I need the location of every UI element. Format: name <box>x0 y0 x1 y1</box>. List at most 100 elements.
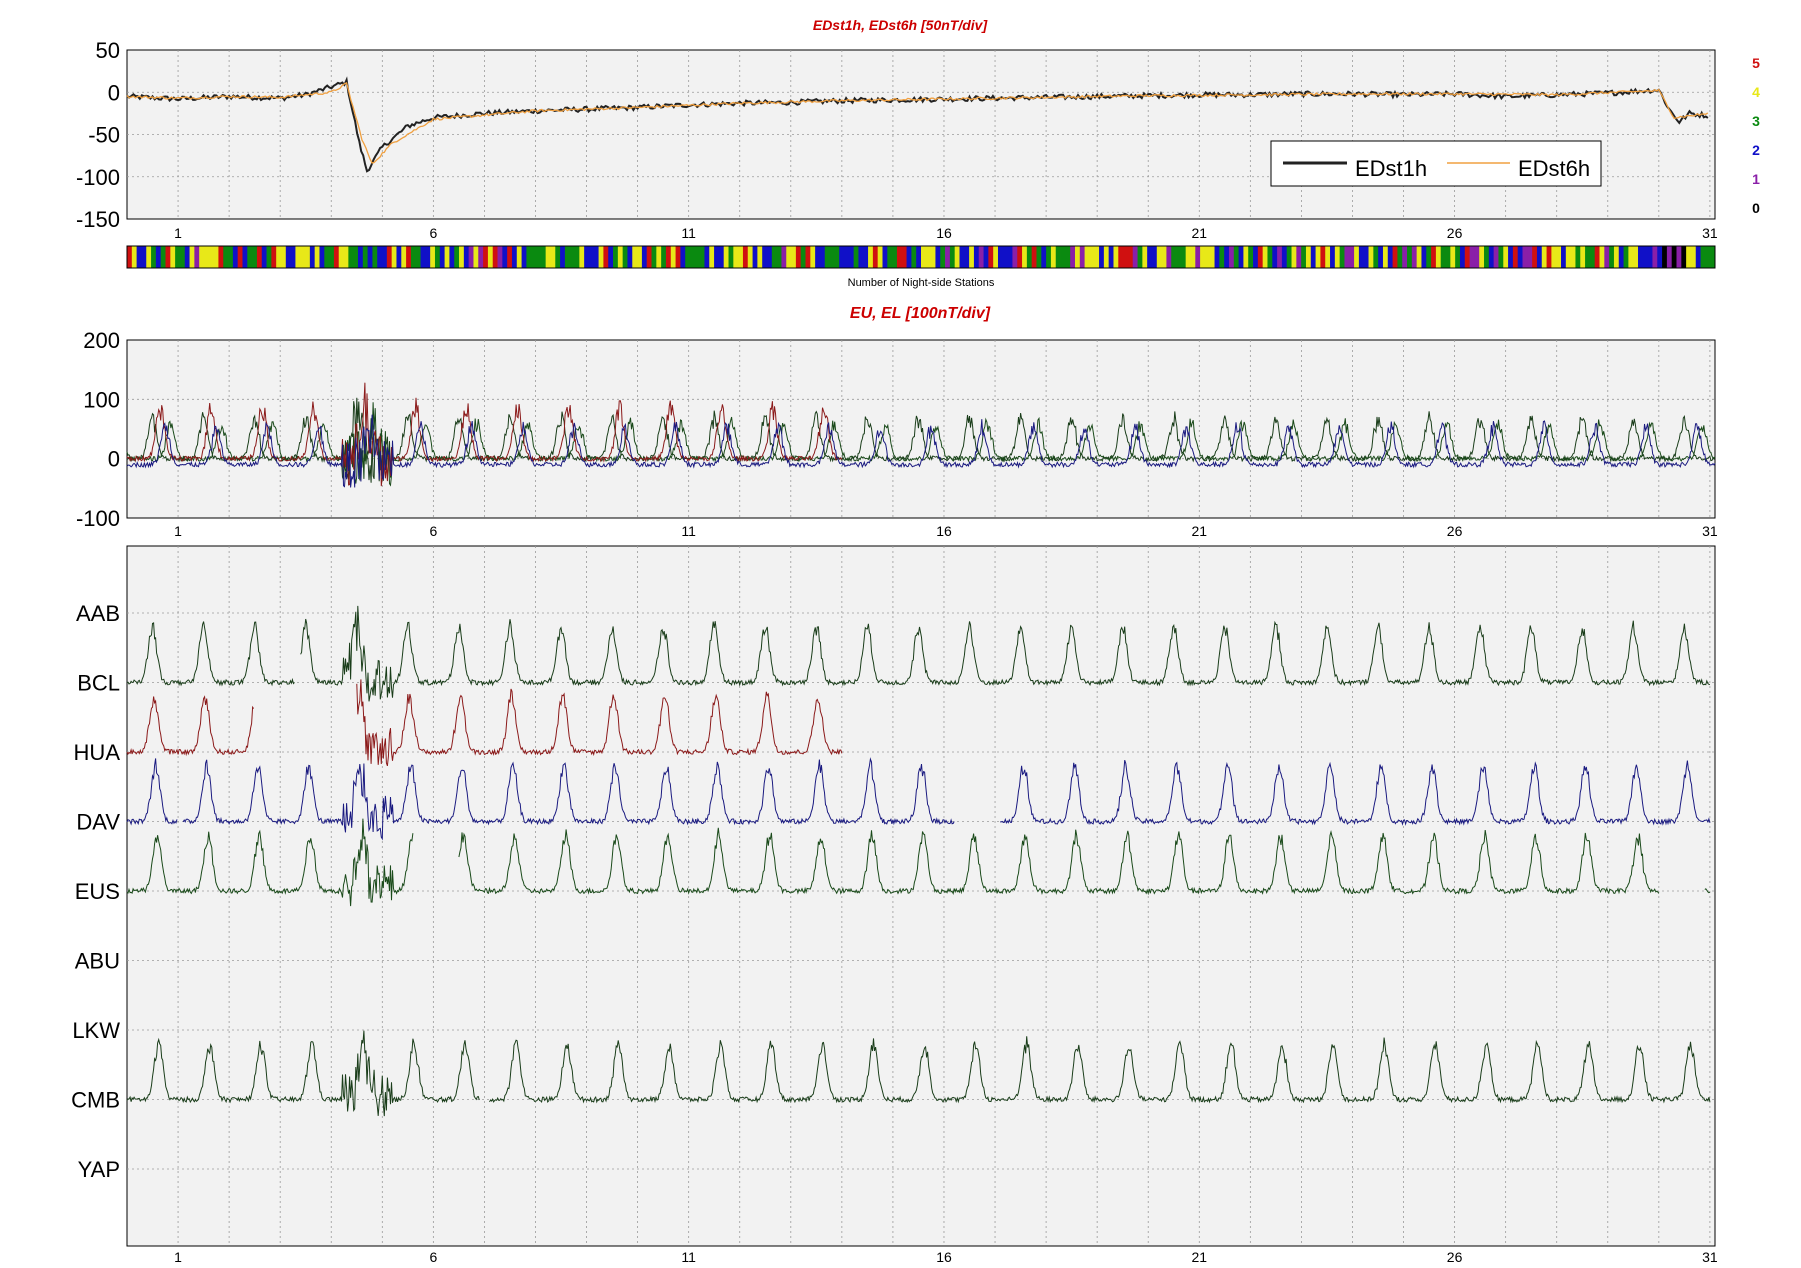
nightside-cell <box>175 246 181 268</box>
nightside-cell <box>521 246 527 268</box>
nightside-cell <box>1046 246 1052 268</box>
nightside-cell <box>738 246 744 268</box>
nightside-cell <box>1228 246 1235 268</box>
nightside-cell <box>1334 246 1341 268</box>
nightside-cell <box>1325 246 1331 268</box>
nightside-cell <box>305 246 311 268</box>
nightside-cell <box>1695 246 1701 268</box>
nightside-cell <box>1171 246 1177 268</box>
nightside-cell <box>1676 246 1682 268</box>
nightside-cell <box>1209 246 1215 268</box>
nightside-cell <box>1180 246 1187 268</box>
nightside-cell <box>1580 246 1586 268</box>
nightside-cell <box>256 246 263 268</box>
nightside-cell <box>1036 246 1042 268</box>
nightside-scale: 5 4 3 2 1 0 <box>1752 55 1760 216</box>
nightside-cell <box>473 246 479 268</box>
nightside-cell <box>555 246 561 268</box>
series-line-edst6h <box>126 82 1709 164</box>
y-tick-label: -150 <box>76 207 120 232</box>
nightside-cell <box>805 246 811 268</box>
nightside-cell <box>1642 246 1649 268</box>
station-label-abu: ABU <box>75 949 120 974</box>
x-tick-label: 6 <box>429 1249 437 1265</box>
nightside-cell <box>377 246 383 268</box>
nightside-cell <box>665 246 672 268</box>
nightside-cell <box>242 246 248 268</box>
nightside-cell <box>1532 246 1538 268</box>
nightside-cell <box>819 246 826 268</box>
nightside-cell <box>1305 246 1312 268</box>
nightside-cell <box>1498 246 1504 268</box>
nightside-cell <box>1464 246 1470 268</box>
dst-yticks: 50 0 -50 -100 -150 <box>76 38 120 232</box>
nightside-cell <box>401 246 407 268</box>
nightside-cell <box>1585 246 1591 268</box>
nightside-cell <box>1512 246 1519 268</box>
nightside-cell <box>1474 246 1480 268</box>
nightside-cell <box>675 246 681 268</box>
nightside-cell <box>1565 246 1572 268</box>
nightside-cell <box>815 246 821 268</box>
nightside-cell <box>940 246 946 268</box>
nightside-cell <box>1079 246 1086 268</box>
eu-el-series-line <box>126 382 843 487</box>
station-trace-bcl <box>300 605 1711 702</box>
x-tick-label: 21 <box>1191 1249 1207 1265</box>
nightside-cell <box>930 246 936 268</box>
y-tick-label: 0 <box>108 447 120 472</box>
nightside-cell <box>1459 246 1466 268</box>
nightside-cell <box>1204 246 1211 268</box>
nightside-cell <box>1556 246 1562 268</box>
nightside-cell <box>742 246 749 268</box>
nightside-cell <box>516 246 522 268</box>
nightside-cell <box>170 246 176 268</box>
nightside-cell <box>1392 246 1398 268</box>
nightside-cell <box>430 246 436 268</box>
nightside-cell <box>208 246 215 268</box>
nightside-cell <box>747 246 753 268</box>
nightside-cell <box>141 246 147 268</box>
nightside-cell <box>1484 246 1490 268</box>
stations-xticks: 1 6 11 16 21 26 31 <box>174 1249 1718 1265</box>
nightside-cell <box>978 246 984 268</box>
nightside-cell <box>973 246 980 268</box>
nightside-cell <box>945 246 951 268</box>
nightside-cell <box>718 246 725 268</box>
nightside-cell <box>661 246 667 268</box>
nightside-cell <box>1127 246 1134 268</box>
nightside-cell <box>617 246 624 268</box>
nightside-cell <box>1176 246 1182 268</box>
nightside-cell <box>709 246 715 268</box>
nightside-cell <box>382 246 388 268</box>
nightside-cell <box>1599 246 1605 268</box>
x-tick-label: 26 <box>1447 1249 1463 1265</box>
x-tick-label: 1 <box>174 523 182 539</box>
y-tick-label: -50 <box>88 123 120 148</box>
nightside-cell <box>1257 246 1264 268</box>
nightside-cell <box>608 246 614 268</box>
nightside-cell <box>247 246 253 268</box>
nightside-cell <box>791 246 797 268</box>
nightside-cell <box>1002 246 1009 268</box>
nightside-cell <box>545 246 551 268</box>
nightside-cell <box>1315 246 1321 268</box>
nightside-cell <box>1262 246 1268 268</box>
nightside-cell <box>252 246 258 268</box>
nightside-cell <box>151 246 157 268</box>
legend-label-edst6h: EDst6h <box>1518 156 1590 181</box>
nightside-cell <box>1190 246 1196 268</box>
nightside-cell <box>651 246 657 268</box>
nightside-cell <box>1050 246 1057 268</box>
x-tick-label: 21 <box>1191 225 1207 241</box>
nightside-cell <box>1267 246 1273 268</box>
nightside-cell <box>1200 246 1206 268</box>
nightside-cell <box>155 246 162 268</box>
nightside-cell <box>1026 246 1033 268</box>
scale-label-3: 3 <box>1752 113 1760 129</box>
station-trace-dav <box>1000 760 1711 826</box>
nightside-cell <box>584 246 590 268</box>
nightside-cell <box>1503 246 1509 268</box>
dst-series <box>126 76 1709 173</box>
station-label-lkw: LKW <box>72 1018 120 1043</box>
